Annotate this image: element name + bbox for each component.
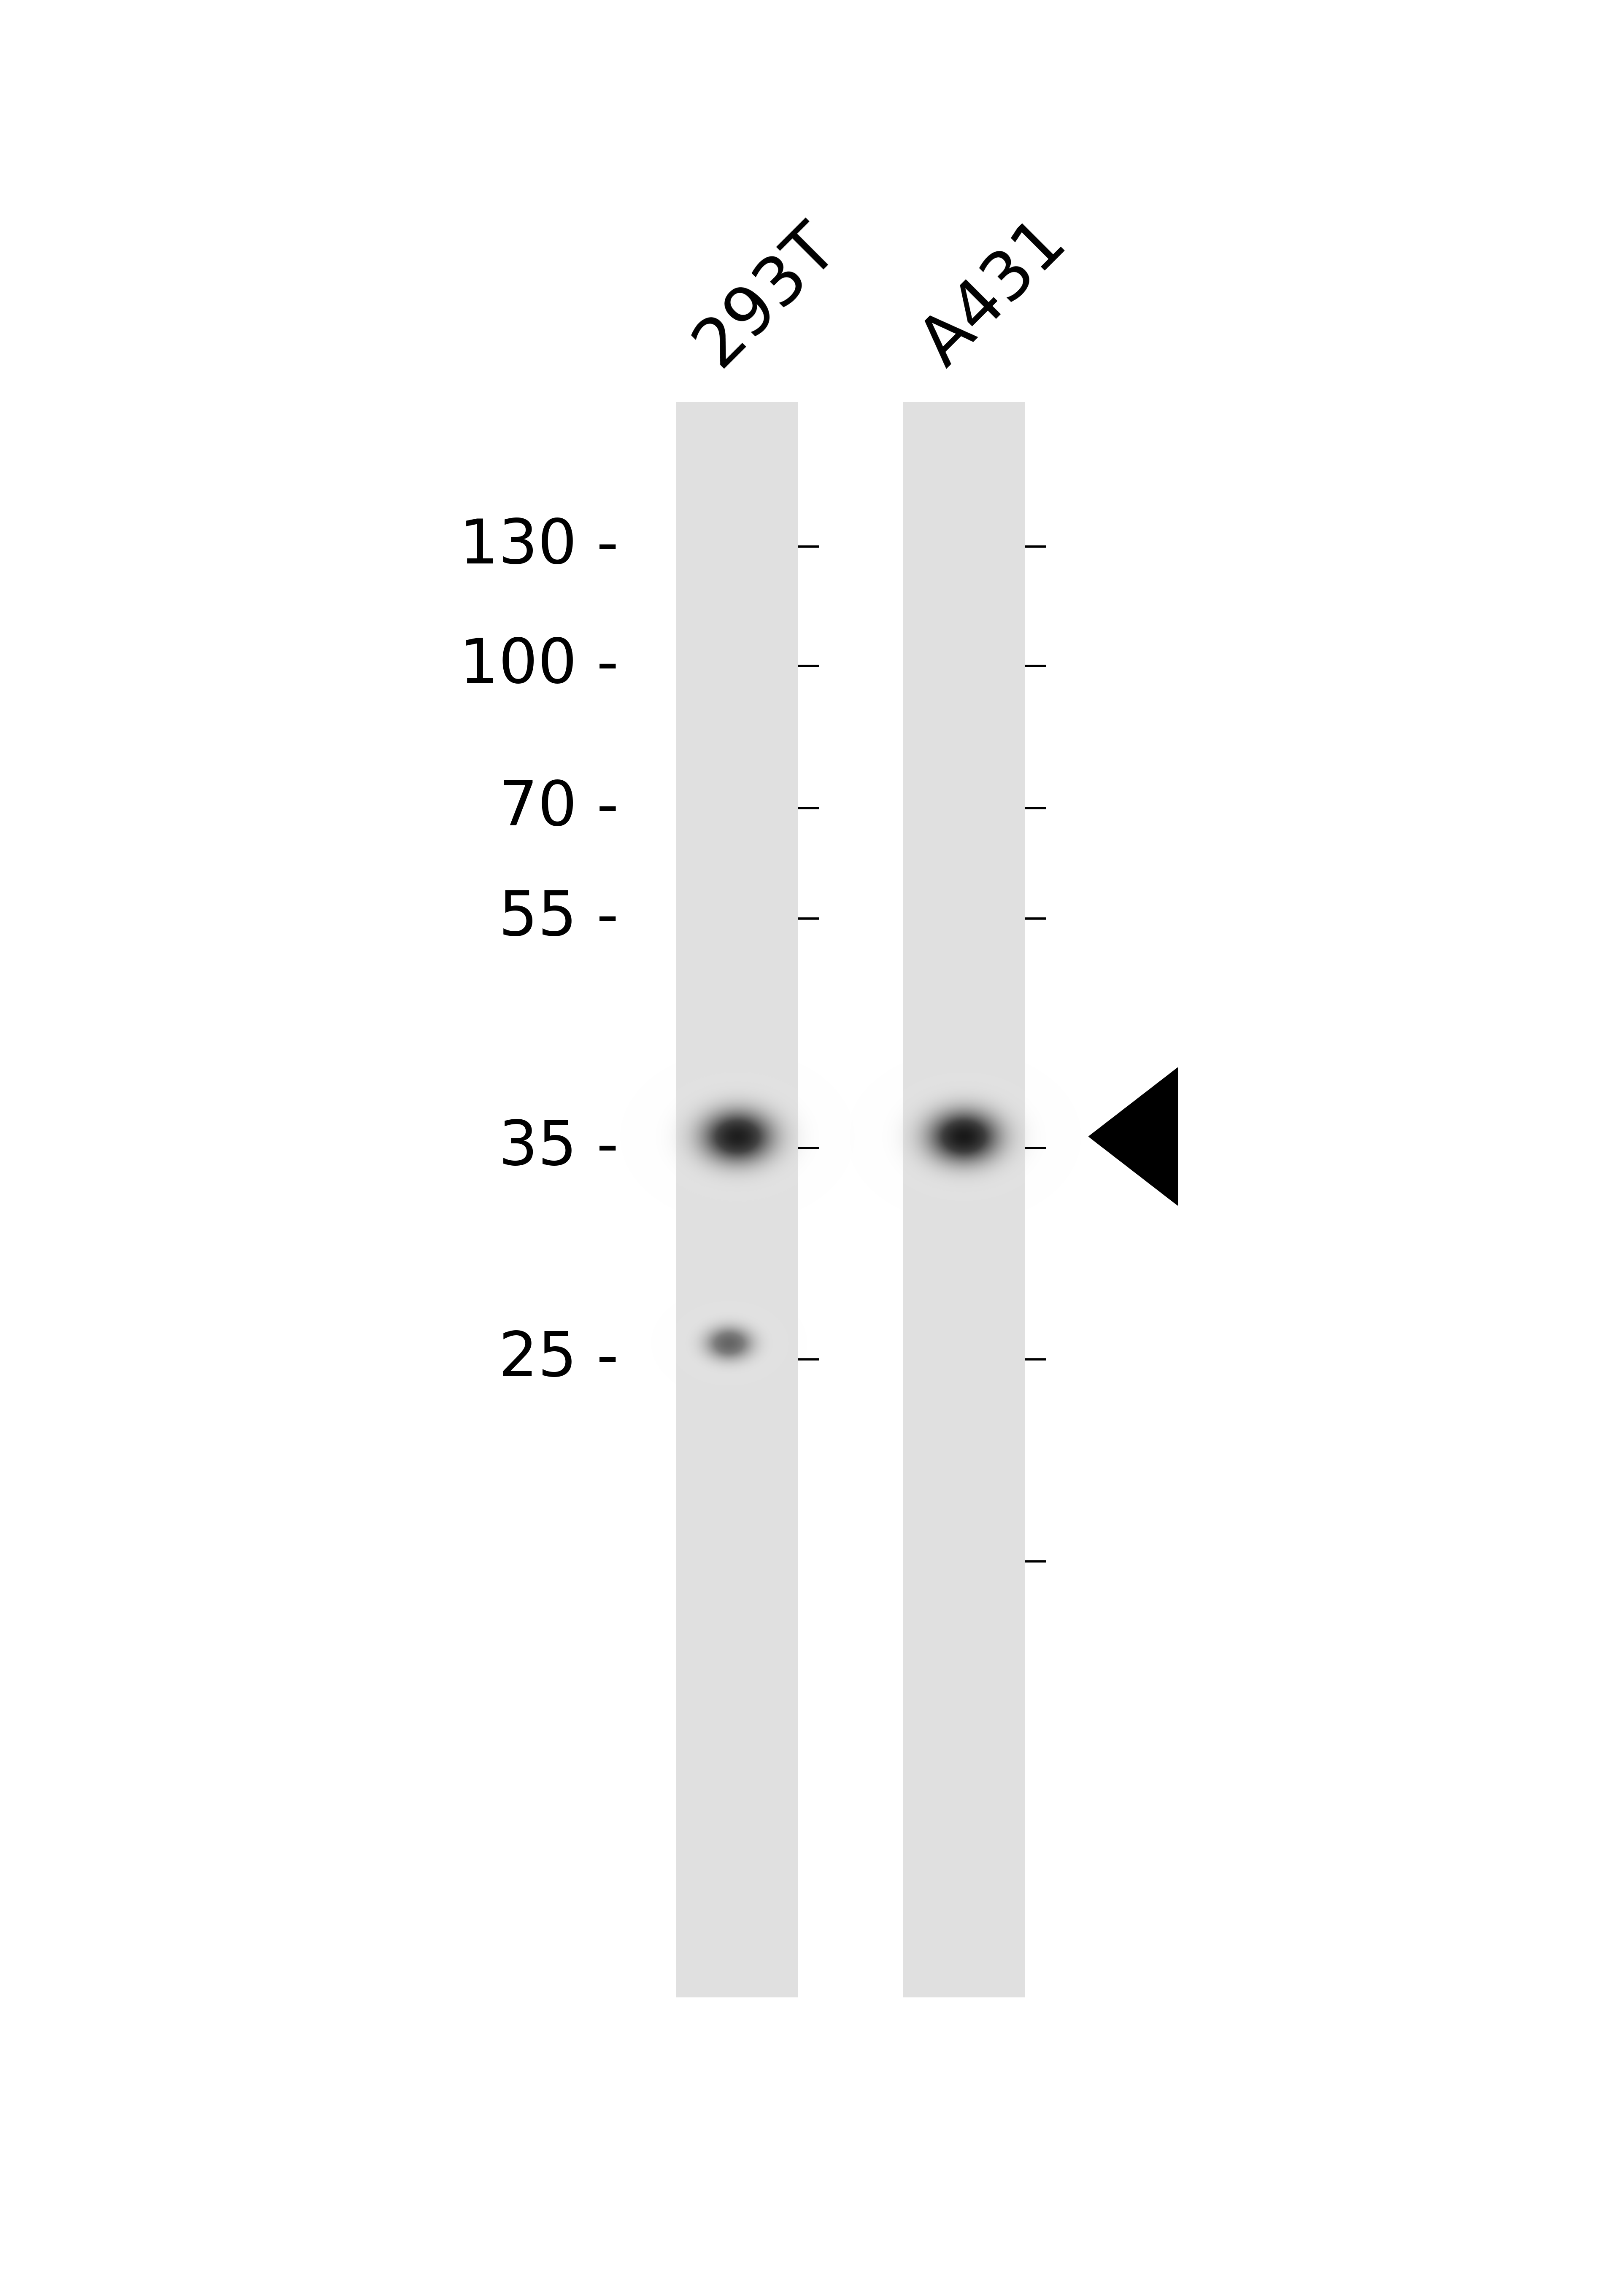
Text: 55 -: 55 - (499, 889, 619, 948)
Text: 35 -: 35 - (499, 1118, 619, 1178)
Text: 100 -: 100 - (460, 636, 619, 696)
Text: 25 -: 25 - (499, 1329, 619, 1389)
Bar (677, 402, 797, 1998)
Text: 70 -: 70 - (499, 778, 619, 838)
Text: A431: A431 (909, 209, 1079, 379)
Polygon shape (1089, 1068, 1178, 1205)
Text: 293T: 293T (682, 214, 849, 379)
Text: 130 -: 130 - (460, 517, 619, 576)
Bar (904, 402, 1025, 1998)
